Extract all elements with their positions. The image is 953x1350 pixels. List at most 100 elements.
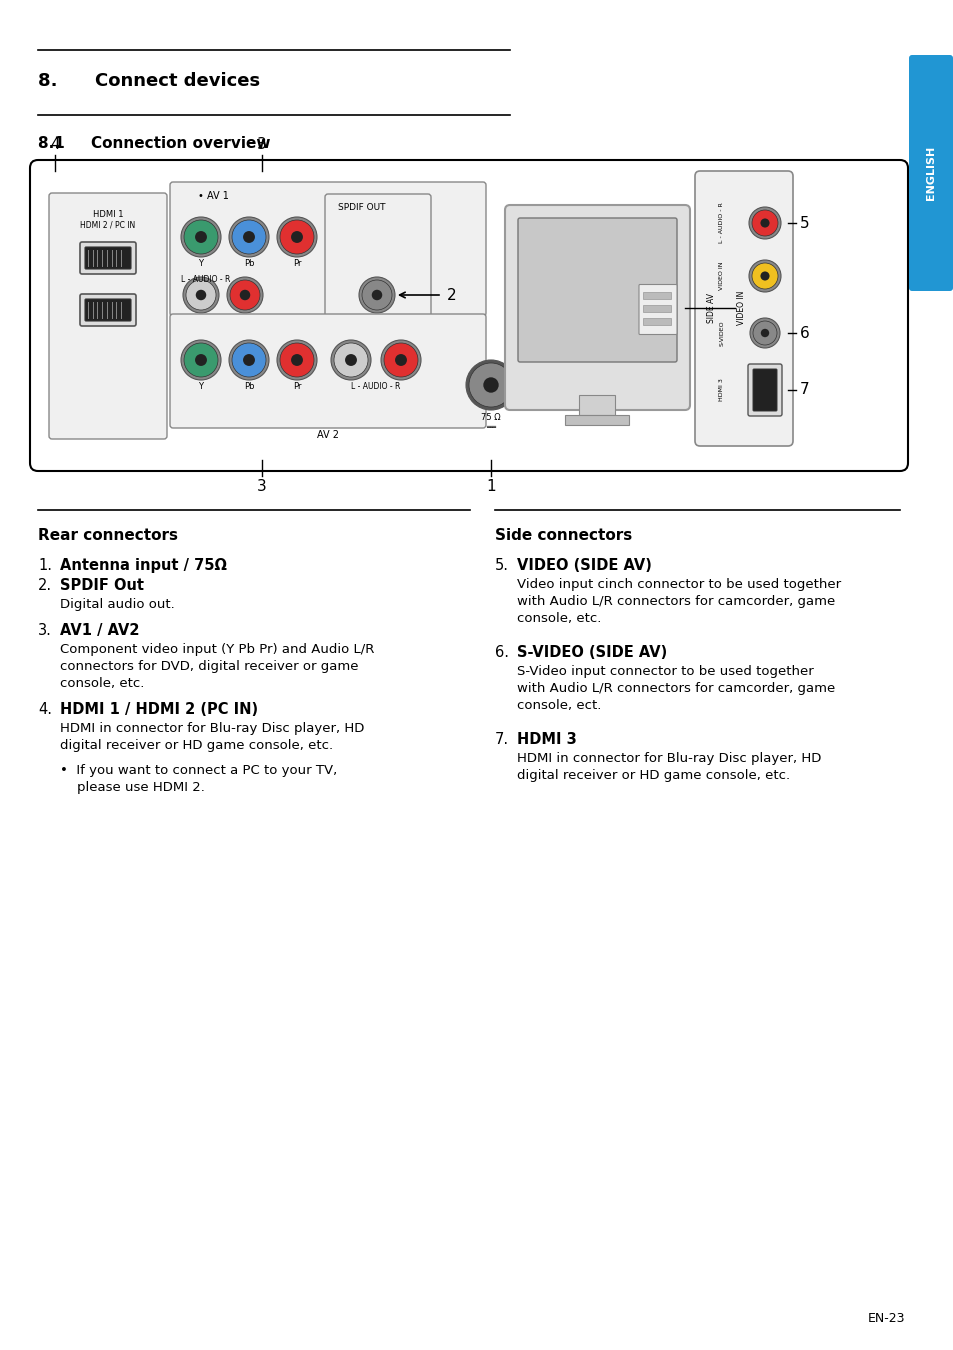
Text: 2: 2 [447,288,456,302]
Circle shape [232,220,266,254]
FancyBboxPatch shape [49,193,167,439]
Circle shape [380,340,420,379]
Circle shape [384,343,417,377]
Bar [642,292,670,298]
Text: AV 2: AV 2 [316,431,338,440]
Text: SIDE AV: SIDE AV [707,293,716,323]
Text: digital receiver or HD game console, etc.: digital receiver or HD game console, etc… [517,769,789,782]
Text: Pr: Pr [293,382,301,391]
Text: EN-23: EN-23 [866,1312,904,1324]
Text: L - AUDIO - R: L - AUDIO - R [351,382,400,391]
Circle shape [751,263,778,289]
Circle shape [239,290,250,300]
Circle shape [334,343,368,377]
Circle shape [227,277,263,313]
Text: Antenna input / 75Ω: Antenna input / 75Ω [60,558,227,572]
Text: 5: 5 [800,216,809,231]
Text: 3: 3 [257,136,267,153]
Text: Rear connectors: Rear connectors [38,528,178,543]
Text: with Audio L/R connectors for camcorder, game: with Audio L/R connectors for camcorder,… [517,595,835,608]
Circle shape [276,217,316,256]
Text: Pb: Pb [244,259,254,269]
Circle shape [395,354,407,366]
Text: console, etc.: console, etc. [517,612,600,625]
Circle shape [291,231,303,243]
FancyBboxPatch shape [908,55,952,292]
Text: 4.: 4. [38,702,52,717]
Circle shape [291,354,303,366]
Circle shape [331,340,371,379]
Circle shape [243,354,254,366]
Text: HDMI 2 / PC IN: HDMI 2 / PC IN [80,220,135,230]
Bar [565,414,629,425]
Text: Side connectors: Side connectors [495,528,632,543]
Circle shape [195,290,206,300]
Circle shape [372,290,382,300]
Circle shape [181,340,221,379]
Text: S-VIDEO (SIDE AV): S-VIDEO (SIDE AV) [517,645,666,660]
Bar [642,317,670,324]
Text: L - AUDIO - R: L - AUDIO - R [719,202,723,243]
Text: 7.: 7. [495,732,509,747]
Text: Component video input (Y Pb Pr) and Audio L/R: Component video input (Y Pb Pr) and Audi… [60,643,374,656]
Circle shape [243,231,254,243]
Text: console, etc.: console, etc. [60,676,144,690]
Text: HDMI 1 / HDMI 2 (PC IN): HDMI 1 / HDMI 2 (PC IN) [60,702,258,717]
Text: Pb: Pb [244,382,254,391]
Bar [578,396,615,414]
FancyBboxPatch shape [695,171,792,446]
Text: ENGLISH: ENGLISH [925,146,935,200]
Text: Pr: Pr [293,259,301,269]
FancyBboxPatch shape [170,182,485,316]
Text: ══: ══ [485,423,496,432]
Circle shape [229,217,269,256]
Text: please use HDMI 2.: please use HDMI 2. [60,782,205,794]
Text: VIDEO IN: VIDEO IN [719,262,723,290]
FancyBboxPatch shape [30,161,907,471]
Circle shape [183,277,219,313]
Text: 6.: 6. [495,645,509,660]
Text: S-Video input connector to be used together: S-Video input connector to be used toget… [517,666,813,678]
Text: 1.: 1. [38,558,52,572]
Circle shape [361,279,392,310]
Text: HDMI 1: HDMI 1 [92,211,123,219]
Text: connectors for DVD, digital receiver or game: connectors for DVD, digital receiver or … [60,660,358,674]
Text: Y: Y [198,382,203,391]
Text: 3: 3 [257,479,267,494]
Circle shape [483,377,498,393]
Text: 4: 4 [51,136,60,153]
Circle shape [280,343,314,377]
Circle shape [232,343,266,377]
FancyBboxPatch shape [504,205,689,410]
Circle shape [280,220,314,254]
Text: VIDEO (SIDE AV): VIDEO (SIDE AV) [517,558,651,572]
Circle shape [230,279,260,310]
Text: • AV 1: • AV 1 [198,190,229,201]
Circle shape [358,277,395,313]
Circle shape [181,217,221,256]
Circle shape [229,340,269,379]
Text: console, ect.: console, ect. [517,699,600,711]
FancyBboxPatch shape [85,247,131,269]
Circle shape [184,220,218,254]
Text: HDMI 3: HDMI 3 [517,732,577,747]
Text: 5.: 5. [495,558,509,572]
Circle shape [469,363,513,406]
Circle shape [751,211,778,236]
Circle shape [194,231,207,243]
FancyBboxPatch shape [639,285,677,335]
Circle shape [345,354,356,366]
Text: 1: 1 [486,479,496,494]
Circle shape [194,354,207,366]
Circle shape [184,343,218,377]
Circle shape [186,279,215,310]
Text: VIDEO IN: VIDEO IN [737,290,745,325]
Text: HDMI 3: HDMI 3 [719,378,723,401]
Circle shape [748,261,781,292]
Circle shape [752,321,776,346]
Circle shape [760,271,769,281]
Text: 6: 6 [800,325,809,340]
Circle shape [748,207,781,239]
FancyBboxPatch shape [517,217,677,362]
FancyBboxPatch shape [170,315,485,428]
